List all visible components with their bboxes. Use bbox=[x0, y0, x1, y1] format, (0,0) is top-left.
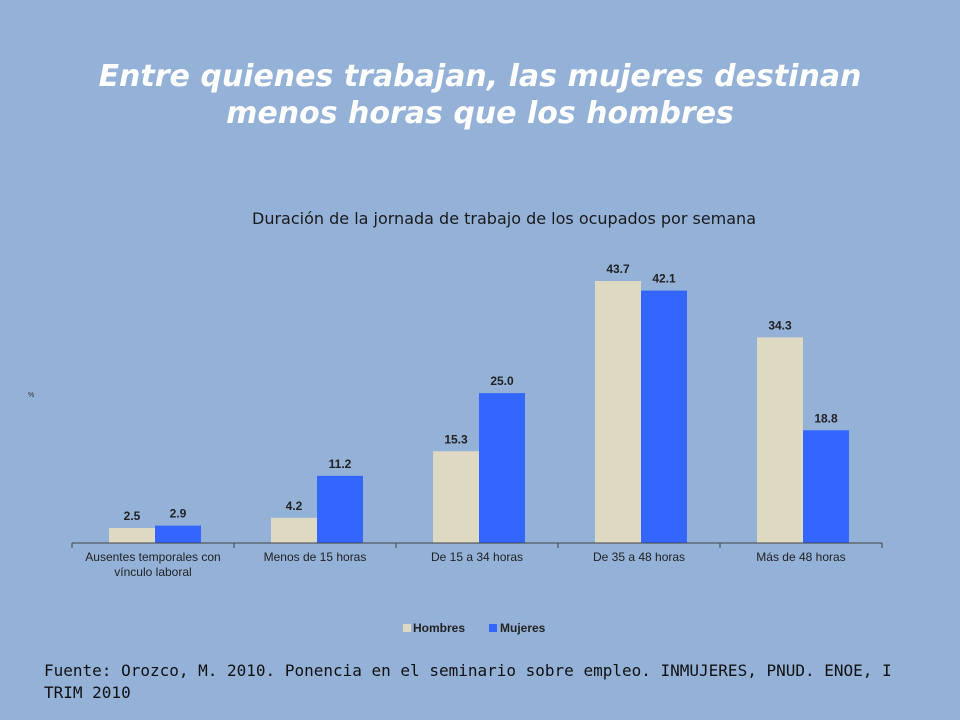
data-label: 25.0 bbox=[490, 374, 514, 388]
legend-swatch-mujeres bbox=[489, 624, 497, 632]
bar-mujeres bbox=[641, 290, 687, 543]
x-tick-label: De 35 a 48 horas bbox=[593, 550, 685, 564]
data-label: 18.8 bbox=[814, 411, 838, 425]
bar-hombres bbox=[271, 517, 317, 543]
x-tick-label: Ausentes temporales con bbox=[85, 550, 220, 564]
data-label: 2.5 bbox=[124, 509, 141, 523]
legend-label-hombres: Hombres bbox=[413, 621, 465, 635]
slide-title-line-2: menos horas que los hombres bbox=[226, 96, 734, 131]
x-tick-label: Menos de 15 horas bbox=[264, 550, 367, 564]
data-label: 42.1 bbox=[652, 272, 676, 286]
data-label: 34.3 bbox=[768, 318, 792, 332]
bar-mujeres bbox=[317, 475, 363, 543]
bar-hombres bbox=[109, 528, 155, 543]
data-label: 4.2 bbox=[286, 499, 303, 513]
source-note: Fuente: Orozco, M. 2010. Ponencia en el … bbox=[44, 661, 892, 702]
bar-mujeres bbox=[479, 393, 525, 543]
bar-hombres bbox=[433, 451, 479, 543]
chart-title: Duración de la jornada de trabajo de los… bbox=[252, 209, 756, 228]
data-label: 2.9 bbox=[170, 507, 187, 521]
legend-label-mujeres: Mujeres bbox=[500, 621, 546, 635]
data-label: 43.7 bbox=[606, 262, 630, 276]
slide-title: Entre quienes trabajan, las mujeres dest… bbox=[0, 58, 960, 132]
y-axis-label: % bbox=[28, 392, 35, 399]
bar-mujeres bbox=[155, 525, 201, 543]
slide-title-line-1: Entre quienes trabajan, las mujeres dest… bbox=[98, 59, 862, 94]
data-label: 11.2 bbox=[329, 457, 352, 471]
x-tick-label: De 15 a 34 horas bbox=[431, 550, 523, 564]
x-tick-label: Más de 48 horas bbox=[756, 550, 845, 564]
bar-mujeres bbox=[803, 430, 849, 543]
x-tick-label: vínculo laboral bbox=[114, 565, 191, 579]
bar-hombres bbox=[595, 281, 641, 543]
bar-hombres bbox=[757, 337, 803, 543]
legend-swatch-hombres bbox=[403, 624, 411, 632]
data-label: 15.3 bbox=[444, 432, 468, 446]
